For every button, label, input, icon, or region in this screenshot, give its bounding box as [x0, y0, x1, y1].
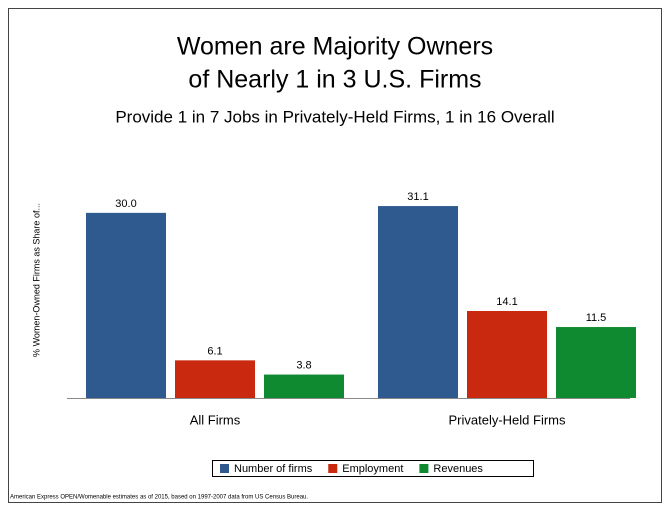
bar [378, 206, 458, 398]
legend-label: Employment [342, 463, 403, 475]
bar [556, 327, 636, 398]
y-axis-label: % Women-Owned Firms as Share of... [31, 203, 41, 357]
chart-subtitle: Provide 1 in 7 Jobs in Privately-Held Fi… [115, 107, 554, 126]
x-tick-label: Privately-Held Firms [448, 412, 566, 427]
data-label: 31.1 [407, 191, 428, 203]
data-label: 30.0 [115, 198, 136, 210]
legend-swatch [419, 464, 429, 473]
legend-swatch [220, 464, 229, 473]
x-tick-label: All Firms [190, 412, 241, 427]
chart-title-line: of Nearly 1 in 3 U.S. Firms [188, 66, 481, 94]
footnote: American Express OPEN/Womenable estimate… [10, 495, 308, 501]
data-label: 3.8 [296, 359, 311, 371]
bar [175, 360, 255, 398]
frame [8, 8, 662, 503]
legend-box [212, 460, 534, 477]
bar [467, 310, 547, 398]
legend-label: Number of firms [234, 463, 313, 475]
bar [264, 374, 344, 398]
bar [86, 212, 166, 398]
chart-title-line: Women are Majority Owners [177, 33, 493, 61]
data-label: 11.5 [586, 312, 607, 324]
data-label: 6.1 [207, 345, 222, 357]
legend-label: Revenues [433, 463, 483, 475]
data-label: 14.1 [496, 296, 517, 308]
legend-swatch [328, 464, 338, 473]
